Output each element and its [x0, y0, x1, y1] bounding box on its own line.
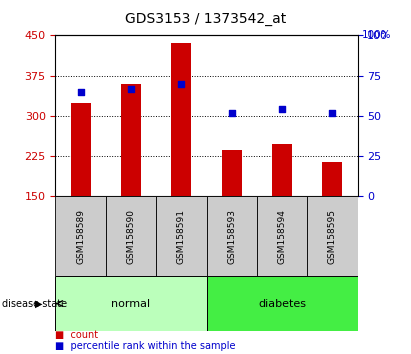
Bar — [121, 84, 141, 196]
Bar — [106, 196, 156, 276]
Bar — [307, 196, 358, 276]
Text: ▶: ▶ — [35, 298, 43, 309]
Text: diabetes: diabetes — [258, 298, 306, 309]
Bar — [55, 276, 206, 331]
Bar — [272, 144, 292, 196]
Text: GSM158593: GSM158593 — [227, 209, 236, 264]
Point — [329, 110, 336, 115]
Text: 100%: 100% — [362, 30, 391, 40]
Text: normal: normal — [111, 298, 150, 309]
Bar — [206, 276, 358, 331]
Bar — [171, 44, 192, 196]
Bar — [156, 196, 206, 276]
Text: GSM158590: GSM158590 — [127, 209, 136, 264]
Point — [279, 107, 285, 112]
Point — [77, 89, 84, 95]
Text: GSM158591: GSM158591 — [177, 209, 186, 264]
Text: GSM158594: GSM158594 — [277, 209, 286, 264]
Text: GSM158595: GSM158595 — [328, 209, 337, 264]
Text: GDS3153 / 1373542_at: GDS3153 / 1373542_at — [125, 12, 286, 27]
Text: ■  count: ■ count — [55, 330, 99, 340]
Bar — [55, 196, 106, 276]
Bar — [257, 196, 307, 276]
Point — [128, 86, 134, 91]
Bar — [71, 103, 91, 196]
Bar — [222, 150, 242, 196]
Bar — [322, 161, 342, 196]
Point — [178, 81, 185, 87]
Text: disease state: disease state — [2, 298, 67, 309]
Bar — [206, 196, 257, 276]
Text: ■  percentile rank within the sample: ■ percentile rank within the sample — [55, 341, 236, 351]
Point — [229, 110, 235, 115]
Text: GSM158589: GSM158589 — [76, 209, 85, 264]
